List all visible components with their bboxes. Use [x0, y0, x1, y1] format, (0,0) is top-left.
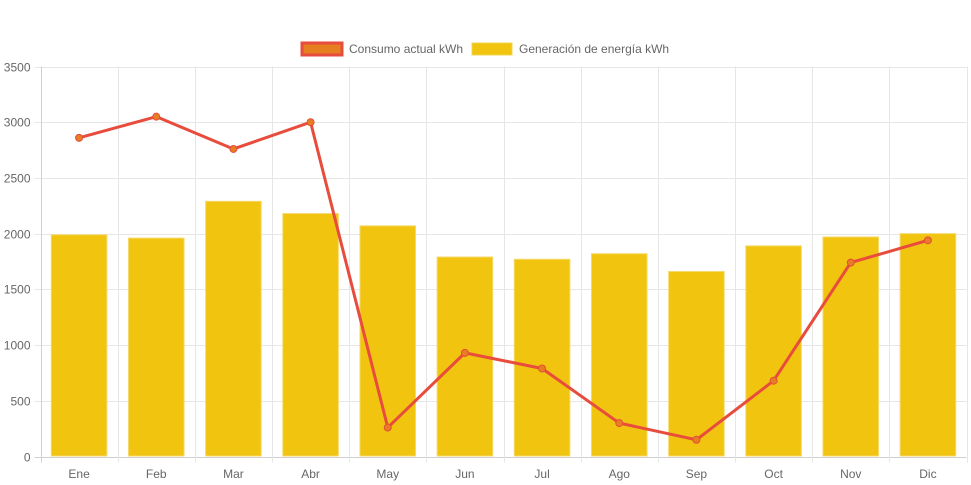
x-tick-label: Oct	[764, 467, 783, 481]
bar-ene[interactable]	[50, 234, 108, 457]
x-axis: Ene Feb Mar Abr May Jun Jul Ago Sep Oct Nov Dic	[68, 467, 936, 481]
legend-item-generacion[interactable]: Generación de energía kWh	[471, 42, 669, 56]
legend-label-consumo: Consumo actual kWh	[349, 42, 463, 56]
x-tick-label: Ago	[609, 467, 631, 481]
bar-mar[interactable]	[205, 200, 262, 457]
legend: Consumo actual kWh Generación de energía…	[300, 41, 669, 57]
point-nov[interactable]	[846, 258, 855, 267]
x-tick-label: Sep	[686, 467, 708, 481]
point-sep[interactable]	[692, 435, 701, 444]
legend-swatch-consumo	[300, 41, 344, 57]
line-series-consumo	[75, 112, 932, 444]
y-tick-label: 2000	[4, 228, 31, 242]
point-dic[interactable]	[923, 236, 932, 245]
legend-label-generacion: Generación de energía kWh	[519, 42, 669, 56]
bar-sep[interactable]	[668, 271, 725, 457]
x-tick-label: Nov	[840, 467, 861, 481]
point-oct[interactable]	[769, 376, 778, 385]
y-tick-label: 3000	[4, 116, 31, 130]
bar-series-generacion	[50, 200, 957, 457]
legend-item-consumo[interactable]: Consumo actual kWh	[300, 41, 463, 57]
bar-abr[interactable]	[282, 213, 339, 457]
y-tick-label: 2500	[4, 172, 31, 186]
x-tick-label: Mar	[223, 467, 244, 481]
point-mar[interactable]	[229, 144, 238, 153]
bar-dic[interactable]	[899, 233, 957, 457]
point-abr[interactable]	[306, 118, 315, 127]
point-ene[interactable]	[75, 133, 84, 142]
bar-feb[interactable]	[127, 237, 185, 457]
point-may[interactable]	[383, 423, 392, 432]
y-tick-label: 3500	[4, 61, 31, 75]
point-feb[interactable]	[152, 112, 161, 121]
x-tick-label: May	[376, 467, 399, 481]
point-jun[interactable]	[460, 348, 469, 357]
y-tick-label: 500	[10, 395, 30, 409]
point-ago[interactable]	[615, 419, 624, 428]
legend-swatch-generacion	[471, 42, 513, 56]
bar-nov[interactable]	[822, 236, 880, 457]
x-tick-label: Feb	[146, 467, 167, 481]
line-path-consumo	[78, 115, 929, 442]
y-axis: 0 500 1000 1500 2000 2500 3000 3500	[4, 61, 31, 465]
x-tick-label: Ene	[68, 467, 90, 481]
x-tick-label: Abr	[301, 467, 320, 481]
point-jul[interactable]	[538, 364, 547, 373]
y-tick-label: 1000	[4, 339, 31, 353]
bar-jul[interactable]	[513, 258, 571, 457]
x-tick-label: Jun	[455, 467, 474, 481]
x-tick-label: Dic	[919, 467, 936, 481]
x-tick-label: Jul	[534, 467, 549, 481]
y-tick-label: 1500	[4, 283, 31, 297]
y-tick-label: 0	[24, 451, 31, 465]
bar-may[interactable]	[359, 225, 417, 457]
